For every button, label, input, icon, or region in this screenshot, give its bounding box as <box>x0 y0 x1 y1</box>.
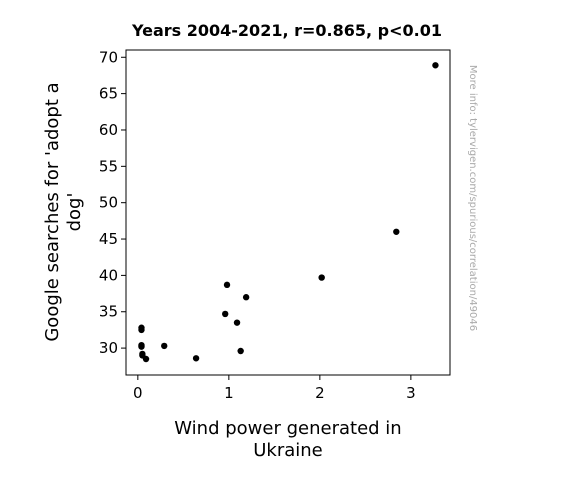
data-point <box>138 326 145 334</box>
x-axis-label-line2: Ukraine <box>253 440 323 461</box>
data-point <box>237 347 244 355</box>
data-points <box>138 62 439 363</box>
y-tick-label: 55 <box>99 157 118 175</box>
data-point <box>242 294 250 301</box>
data-point <box>318 274 325 281</box>
x-tick-label: 3 <box>406 384 416 402</box>
x-tick-label: 1 <box>224 384 234 402</box>
plot-area <box>125 49 451 376</box>
y-tick-label: 70 <box>99 48 118 66</box>
y-tick-label: 65 <box>99 85 118 103</box>
data-point <box>222 310 229 318</box>
data-point <box>142 355 150 363</box>
data-point <box>192 355 200 362</box>
data-point <box>161 342 168 350</box>
y-tick-label: 50 <box>99 194 118 212</box>
data-point <box>138 343 145 350</box>
y-tick-label: 45 <box>99 230 118 248</box>
y-tick-label: 30 <box>99 339 118 357</box>
x-tick-label: 0 <box>133 384 143 402</box>
y-tick-label: 35 <box>99 303 118 321</box>
source-credit: More info: tylervigen.com/spurious/corre… <box>467 65 478 331</box>
y-axis: 30 35 40 45 50 55 60 65 70 <box>99 48 126 357</box>
data-point <box>432 62 439 69</box>
y-axis-label-line2: dog' <box>64 193 85 232</box>
data-point <box>393 228 400 235</box>
data-point <box>223 281 231 289</box>
y-axis-label-line1: Google searches for 'adopt a <box>42 82 63 341</box>
y-tick-label: 40 <box>99 266 118 284</box>
data-point <box>233 319 241 326</box>
x-axis: 0 1 2 3 <box>133 375 416 402</box>
chart-title: Years 2004-2021, r=0.865, p<0.01 <box>131 21 442 40</box>
x-axis-label-line1: Wind power generated in <box>174 418 401 439</box>
y-tick-label: 60 <box>99 121 118 139</box>
x-tick-label: 2 <box>315 384 325 402</box>
